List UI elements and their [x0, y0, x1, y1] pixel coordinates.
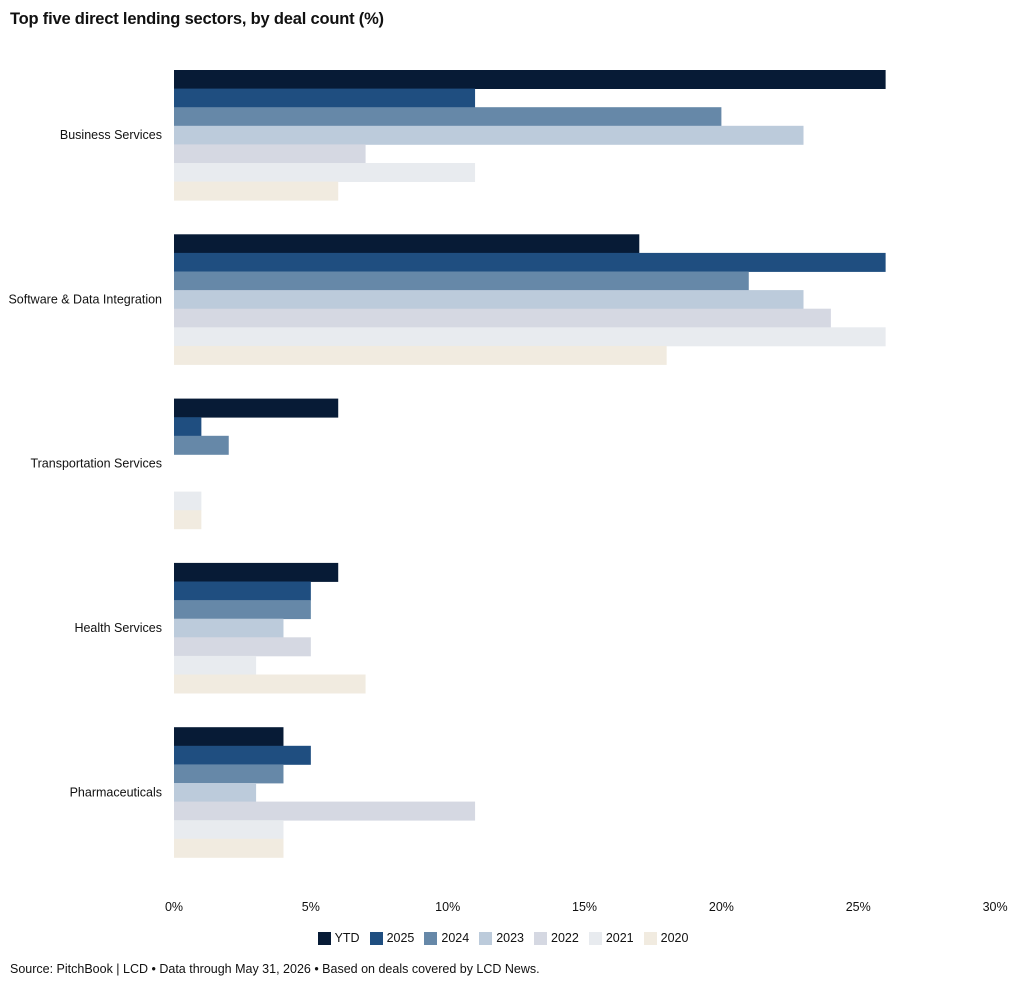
bar-pharmaceuticals-2025 — [174, 745, 311, 765]
legend-item-2024: 2024 — [424, 931, 469, 945]
x-axis-ticks: 0% 5% 10% 15% 20% 25% 30% — [165, 900, 1008, 914]
legend-item-2025: 2025 — [369, 931, 415, 945]
category-label: Pharmaceuticals — [70, 785, 162, 799]
bar-business-services-2021 — [174, 163, 476, 182]
bar-business-services-2024 — [174, 107, 722, 127]
x-tick-label: 30% — [983, 900, 1008, 914]
bar-health-services-2024 — [174, 600, 311, 620]
source-note: Source: PitchBook | LCD • Data through M… — [10, 962, 540, 976]
legend-label: 2025 — [386, 931, 415, 945]
x-tick-label: 15% — [572, 900, 597, 914]
bar-transportation-services-2024 — [174, 435, 229, 455]
category-label: Transportation Services — [30, 457, 162, 471]
bar-chart: Business Services Software & Data Integra… — [8, 70, 1008, 914]
bar-software-data-integration-2024 — [174, 271, 749, 291]
bar-software-data-integration-2025 — [174, 252, 886, 272]
legend-label: YTD — [334, 931, 360, 945]
x-tick-label: 10% — [435, 900, 460, 914]
legend: YTD 2025 2024 2023 2022 2021 2020 — [0, 931, 1006, 945]
bar-business-services-ytd — [174, 70, 886, 89]
x-tick-label: 0% — [165, 900, 183, 914]
category-label: Software & Data Integration — [8, 292, 162, 306]
bar-business-services-2023 — [174, 125, 804, 145]
x-tick-label: 25% — [846, 900, 871, 914]
bar-pharmaceuticals-2020 — [174, 838, 284, 858]
bar-pharmaceuticals-ytd — [174, 727, 284, 747]
legend-label: 2024 — [441, 931, 470, 945]
legend-swatch — [479, 931, 493, 945]
legend-item-2020: 2020 — [643, 931, 689, 945]
bar-software-data-integration-ytd — [174, 234, 640, 254]
bar-health-services-2022 — [174, 637, 311, 657]
bars-layer — [174, 70, 886, 858]
bar-pharmaceuticals-2021 — [174, 820, 284, 840]
legend-label: 2022 — [551, 931, 579, 945]
legend-swatch — [588, 931, 602, 945]
bar-health-services-ytd — [174, 562, 339, 582]
bar-pharmaceuticals-2024 — [174, 764, 284, 784]
bar-transportation-services-2020 — [174, 510, 202, 530]
legend-swatch — [317, 931, 331, 945]
legend-label: 2023 — [496, 931, 524, 945]
bar-business-services-2025 — [174, 88, 476, 108]
legend-swatch — [534, 931, 547, 945]
legend-item-2021: 2021 — [588, 931, 634, 945]
legend-item-ytd: YTD — [317, 931, 360, 945]
bar-health-services-2025 — [174, 581, 311, 601]
bar-software-data-integration-2021 — [174, 327, 886, 347]
bar-transportation-services-2021 — [174, 491, 202, 511]
bar-transportation-services-ytd — [174, 398, 339, 418]
bar-business-services-2022 — [174, 144, 366, 164]
bar-pharmaceuticals-2023 — [174, 783, 257, 802]
legend-label: 2021 — [605, 931, 634, 945]
category-labels: Business Services Software & Data Integra… — [8, 128, 162, 799]
legend-item-2023: 2023 — [479, 931, 524, 945]
bar-business-services-2020 — [174, 181, 339, 201]
x-tick-label: 5% — [302, 900, 320, 914]
bar-transportation-services-2025 — [174, 417, 202, 437]
bar-health-services-2020 — [174, 674, 366, 694]
legend-swatch — [643, 931, 657, 945]
legend-item-2022: 2022 — [534, 931, 579, 945]
category-label: Business Services — [60, 128, 162, 142]
bar-pharmaceuticals-2022 — [174, 801, 476, 821]
bar-software-data-integration-2020 — [174, 345, 667, 365]
category-label: Health Services — [74, 621, 162, 635]
x-tick-label: 20% — [709, 900, 734, 914]
legend-label: 2020 — [660, 931, 689, 945]
legend-swatch — [424, 931, 438, 945]
bar-health-services-2021 — [174, 655, 257, 675]
chart-title: Top five direct lending sectors, by deal… — [10, 10, 384, 28]
legend-swatch — [369, 931, 383, 945]
bar-software-data-integration-2023 — [174, 290, 804, 310]
bar-software-data-integration-2022 — [174, 308, 831, 328]
bar-health-services-2023 — [174, 618, 284, 638]
